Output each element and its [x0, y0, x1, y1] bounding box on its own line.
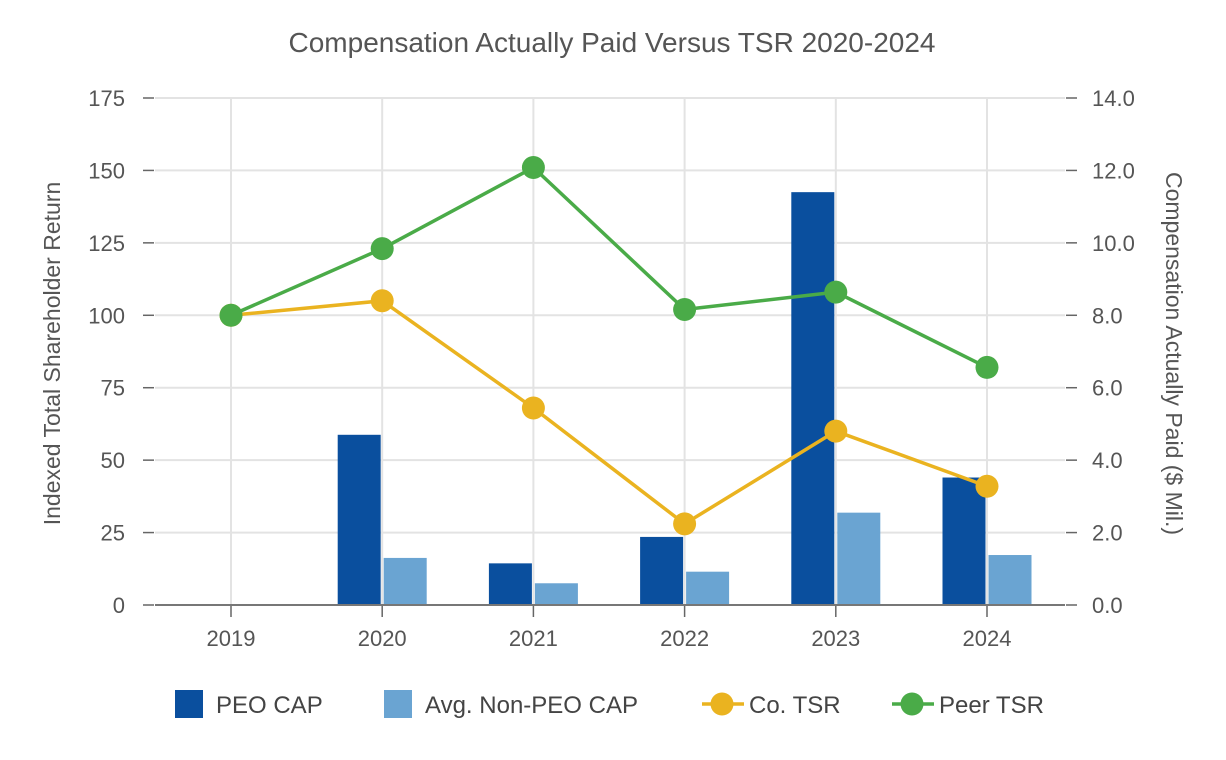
- peer-tsr-point: [673, 297, 697, 321]
- right-tick-label: 8.0: [1092, 303, 1123, 328]
- peer-tsr-line: [230, 165, 988, 370]
- legend-item-co-tsr[interactable]: Co. TSR: [702, 692, 841, 719]
- x-tick-label: 2019: [207, 626, 256, 651]
- non-peo-cap-bar: [686, 571, 730, 605]
- x-tick-label: 2023: [811, 626, 860, 651]
- legend-label: PEO CAP: [216, 692, 323, 719]
- peer-tsr-point: [824, 280, 848, 304]
- peo-cap-bar: [488, 563, 532, 605]
- peo-cap-bar: [791, 192, 835, 605]
- right-tick-label: 0.0: [1092, 593, 1123, 618]
- x-tick-label: 2024: [963, 626, 1012, 651]
- peo-cap-bar: [640, 536, 684, 605]
- legend-item-avg-non-peo-cap[interactable]: Avg. Non-PEO CAP: [384, 690, 638, 719]
- chart-title: Compensation Actually Paid Versus TSR 20…: [289, 27, 936, 58]
- right-tick-label: 10.0: [1092, 231, 1135, 256]
- legend[interactable]: PEO CAP Avg. Non-PEO CAP Co. TSR Peer TSR: [175, 690, 1044, 719]
- right-tick-label: 4.0: [1092, 448, 1123, 473]
- axes: 0 25 50 75 100 125 150 175 0.0 2.0 4.0 6.0 8.0 10.0 12…: [39, 86, 1187, 651]
- x-tick-label: 2020: [358, 626, 407, 651]
- left-tick-label: 75: [101, 376, 125, 401]
- left-tick-label: 25: [101, 521, 125, 546]
- non-peo-cap-bar: [837, 512, 881, 605]
- legend-label: Peer TSR: [939, 692, 1044, 719]
- left-tick-label: 150: [88, 158, 125, 183]
- co-tsr-point: [673, 512, 697, 536]
- non-peo-cap-bar: [534, 583, 578, 605]
- peer-tsr-point: [975, 355, 999, 379]
- right-axis-title: Compensation Actually Paid ($ Mil.): [1161, 172, 1187, 535]
- left-tick-label: 175: [88, 86, 125, 111]
- legend-label: Co. TSR: [749, 692, 841, 719]
- right-tick-label: 12.0: [1092, 158, 1135, 183]
- legend-item-peo-cap[interactable]: PEO CAP: [175, 690, 323, 719]
- right-tick-label: 14.0: [1092, 86, 1135, 111]
- legend-swatch: [384, 690, 412, 718]
- legend-item-peer-tsr[interactable]: Peer TSR: [892, 692, 1044, 719]
- right-tick-label: 2.0: [1092, 521, 1123, 546]
- left-tick-label: 100: [88, 303, 125, 328]
- bars: [337, 192, 1032, 605]
- left-tick-label: 0: [113, 593, 125, 618]
- non-peo-cap-bar: [383, 557, 427, 605]
- lines: [219, 156, 999, 536]
- peer-tsr-point: [219, 303, 243, 327]
- peer-tsr-point: [521, 156, 545, 180]
- legend-marker: [900, 692, 924, 716]
- non-peo-cap-bar: [988, 555, 1032, 605]
- peo-cap-bar: [337, 434, 381, 605]
- legend-label: Avg. Non-PEO CAP: [425, 692, 638, 719]
- co-tsr-point: [370, 289, 394, 313]
- left-tick-label: 50: [101, 448, 125, 473]
- left-axis-title: Indexed Total Shareholder Return: [39, 182, 65, 526]
- x-tick-label: 2021: [509, 626, 558, 651]
- co-tsr-point: [824, 419, 848, 443]
- co-tsr-line: [230, 299, 988, 526]
- x-tick-label: 2022: [660, 626, 709, 651]
- legend-swatch: [175, 690, 203, 718]
- gridlines: [155, 97, 1065, 605]
- peo-cap-bar: [942, 477, 986, 605]
- right-tick-label: 6.0: [1092, 376, 1123, 401]
- co-tsr-point: [975, 474, 999, 498]
- left-tick-label: 125: [88, 231, 125, 256]
- legend-marker: [710, 692, 734, 716]
- co-tsr-point: [521, 396, 545, 420]
- peer-tsr-point: [370, 237, 394, 261]
